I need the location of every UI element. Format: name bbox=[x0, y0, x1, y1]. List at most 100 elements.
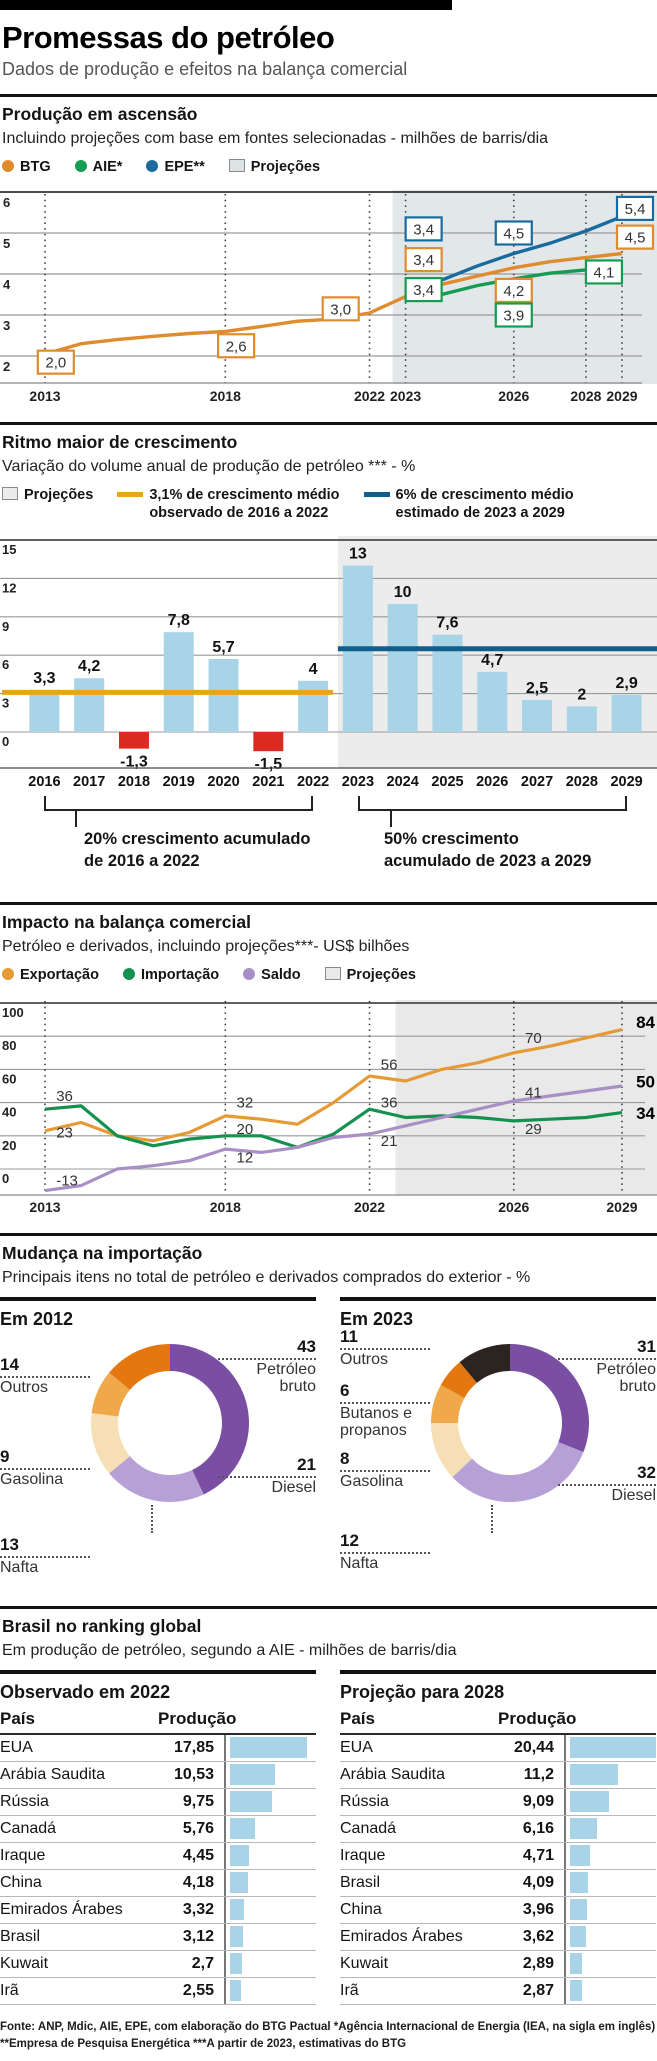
bar-value-label: 7,6 bbox=[436, 615, 458, 632]
projection-swatch bbox=[228, 159, 245, 172]
production-cell: 3,12 bbox=[182, 1927, 214, 1945]
legend-label: Saldo bbox=[261, 967, 301, 984]
bar-value-label: 4,2 bbox=[78, 659, 100, 676]
legend-label: BTG bbox=[20, 159, 51, 175]
data-label-box bbox=[615, 224, 655, 250]
donut-callout: 6 Butanos e propanos bbox=[340, 1381, 430, 1441]
production-bar bbox=[230, 1926, 244, 1947]
production-cell: 2,89 bbox=[522, 1954, 554, 1972]
bar-cell bbox=[564, 1788, 656, 1815]
bar-cell bbox=[224, 1734, 316, 1761]
country-cell: Irã bbox=[0, 1981, 19, 1999]
section-subtitle: Incluindo projeções com base em fontes s… bbox=[2, 130, 549, 147]
legend-label: 3,1% de crescimento médio observado de 2… bbox=[149, 487, 340, 522]
callout-label: Gasolina bbox=[0, 1470, 64, 1488]
bar-cell bbox=[564, 1896, 656, 1923]
production-cell: 4,09 bbox=[522, 1873, 554, 1891]
data-label: 4,5 bbox=[503, 226, 524, 243]
table-row: Brasil 4,09 bbox=[340, 1869, 656, 1897]
legend-label: Projeções bbox=[24, 487, 94, 504]
country-cell: EUA bbox=[340, 1738, 373, 1756]
panel-rule bbox=[0, 1296, 316, 1301]
y-tick-label: 3 bbox=[3, 318, 10, 333]
table-row: Rússia 9,09 bbox=[340, 1788, 656, 1816]
production-bar bbox=[570, 1791, 610, 1812]
data-label-box bbox=[584, 259, 624, 285]
bar-cell bbox=[564, 1761, 656, 1788]
data-label-box bbox=[404, 277, 443, 303]
production-bar bbox=[230, 1953, 242, 1974]
legend-item: Projeções bbox=[324, 966, 416, 984]
y-tick-label: 100 bbox=[2, 1005, 24, 1020]
ranking-tables-row: Observado em 2022 País Produção EUA 17,85… bbox=[0, 1669, 657, 2005]
table-body: EUA 17,85 Arábia Saudita 10,53 Rússia 9,75 Can… bbox=[0, 1734, 316, 2005]
series-Importação bbox=[44, 1103, 623, 1149]
legend-item: Saldo bbox=[243, 966, 301, 984]
bar-2026 bbox=[477, 672, 508, 733]
x-tick-label: 2013 bbox=[29, 388, 60, 404]
x-tick-label: 2023 bbox=[342, 774, 374, 790]
section-subtitle: Variação do volume anual de produção de … bbox=[2, 458, 416, 476]
production-bar bbox=[570, 1899, 587, 1920]
series-Exportação bbox=[44, 1027, 623, 1142]
country-cell: Arábia Saudita bbox=[0, 1765, 105, 1783]
donut-callout: 14 Outros bbox=[0, 1355, 90, 1397]
callout-label: Gasolina bbox=[340, 1472, 404, 1490]
table-row: Rússia 9,75 bbox=[0, 1788, 316, 1816]
legend-dot-swatch bbox=[122, 968, 135, 981]
section-ritmo: Ritmo maior de crescimento Variação do v… bbox=[0, 422, 657, 888]
legend-line-swatch bbox=[363, 492, 390, 498]
bar-value-label: 3,3 bbox=[33, 670, 55, 687]
slice-Outros bbox=[109, 1343, 170, 1390]
x-tick-label: 2028 bbox=[566, 774, 598, 790]
donut-chart-2012 bbox=[90, 1343, 250, 1502]
data-label: 36 bbox=[56, 1087, 73, 1104]
production-bar bbox=[570, 1953, 583, 1974]
bar-cell bbox=[224, 1896, 316, 1923]
data-label: 3,4 bbox=[413, 252, 434, 269]
data-label-box bbox=[494, 277, 533, 304]
donut-callout: 13 Nafta bbox=[0, 1535, 90, 1577]
growth-annotations: 20% crescimento acumulado de 2016 a 2022… bbox=[0, 792, 657, 888]
data-label: 23 bbox=[56, 1124, 73, 1141]
donut-callout: 32 Diesel bbox=[558, 1463, 656, 1505]
x-tick-label: 2018 bbox=[210, 1199, 241, 1215]
column-header-producao: Produção bbox=[498, 1708, 577, 1728]
production-cell: 17,85 bbox=[173, 1738, 214, 1756]
production-cell: 6,16 bbox=[522, 1819, 554, 1837]
x-tick-label: 2019 bbox=[163, 774, 195, 790]
y-tick-label: 2 bbox=[3, 359, 10, 374]
callout-value: 13 bbox=[0, 1535, 90, 1558]
legend-item: Projeções bbox=[2, 486, 93, 504]
source-line-1: Fonte: ANP, Mdic, AIE, EPE, com elaboraç… bbox=[0, 2020, 656, 2033]
production-cell: 20,44 bbox=[513, 1738, 554, 1756]
x-tick-label: 2013 bbox=[29, 1199, 60, 1215]
production-bar bbox=[570, 1764, 619, 1785]
bar-cell bbox=[224, 1761, 316, 1788]
slice-Gasolina bbox=[91, 1372, 130, 1416]
bar-value-label: 2,9 bbox=[615, 675, 637, 692]
section-subtitle: Petróleo e derivados, incluindo projeçõe… bbox=[2, 938, 410, 956]
y-tick-label: 15 bbox=[2, 542, 16, 557]
bar-cell bbox=[224, 1815, 316, 1842]
data-label: 32 bbox=[237, 1094, 254, 1111]
slice-Petróleo bruto bbox=[170, 1343, 250, 1494]
table-row: Irã 2,87 bbox=[340, 1977, 656, 2005]
production-cell: 3,32 bbox=[182, 1900, 214, 1918]
production-bar bbox=[230, 1818, 255, 1839]
bar-cell bbox=[564, 1869, 656, 1896]
bar-2019 bbox=[163, 632, 194, 733]
table-row: EUA 20,44 bbox=[340, 1734, 656, 1762]
callout-value: 32 bbox=[558, 1463, 656, 1486]
legend-dot-swatch bbox=[243, 968, 256, 981]
production-bar bbox=[570, 1818, 597, 1839]
bar-cell bbox=[224, 1950, 316, 1977]
production-cell: 2,55 bbox=[182, 1981, 214, 1999]
callout-value: 21 bbox=[218, 1455, 316, 1478]
production-cell: 4,71 bbox=[522, 1846, 554, 1864]
projection-swatch bbox=[324, 967, 341, 981]
callout-label: Outros bbox=[0, 1378, 49, 1396]
data-label: 4,2 bbox=[503, 283, 524, 300]
production-bar bbox=[230, 1737, 307, 1758]
donut-callout: 11 Outros bbox=[340, 1327, 430, 1369]
